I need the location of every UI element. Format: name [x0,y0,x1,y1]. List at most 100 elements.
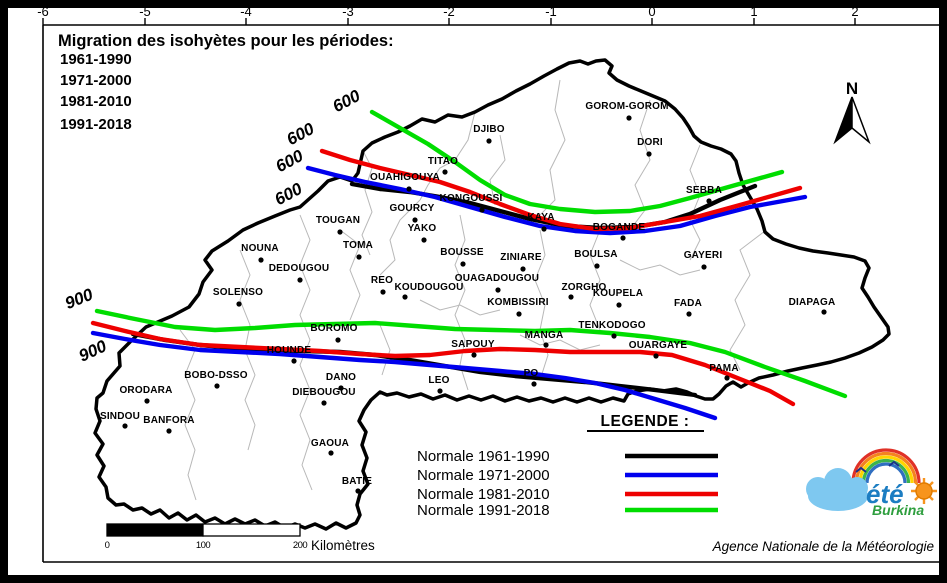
city-label: KAYA [527,212,554,223]
city: BOROMO [310,323,357,343]
city-dot [486,138,492,144]
city-label: TENKODOGO [578,320,645,331]
city-dot [258,257,264,263]
city: NOUNA [241,243,279,263]
city-dot [821,309,827,315]
bird-icon [855,466,867,473]
city: REO [371,275,393,295]
city-dot [321,400,327,406]
isohyet-600-1981-2010 [319,148,803,232]
city: DIEBOUGOU [292,387,356,406]
city-dot [236,301,242,307]
inner-frame [42,24,940,563]
city-dot [520,266,526,272]
city: SOLENSO [213,287,263,307]
city: TENKODOGO [578,320,645,339]
legend-entries: Normale 1961-1990 Normale 1971-2000 Normal… [417,448,718,519]
city-dot [620,235,626,241]
city: BOGANDE [593,222,646,241]
city: BANFORA [143,415,195,434]
city: TITAO [428,156,458,175]
city: TOMA [343,240,373,260]
province-boundary [379,199,421,276]
city: ZORGHO [561,282,606,300]
scale-bar-segment-black [106,523,204,537]
city-dot [380,289,386,295]
city: DANO [326,372,356,391]
province-boundary [689,144,701,261]
city: KOUPELA [593,288,643,308]
province-boundary [729,230,766,371]
city-label: BOBO-DSSO [184,370,247,381]
isohyet-900-1981-2010 [90,320,796,407]
bird-icon [888,460,900,467]
province-boundary [339,229,361,321]
city-dot [437,388,443,394]
province-boundary [179,329,197,501]
city-label: GOURCY [389,203,434,214]
city-dot [724,375,730,381]
city-label: KOMBISSIRI [487,297,548,308]
axis-tick-label: -6 [37,4,49,19]
city: BATIE [342,476,372,494]
city: BOUSSE [440,247,484,267]
isohyet-value-label: 900 [76,336,110,365]
city: GAOUA [311,438,349,456]
city-label: BATIE [342,476,372,487]
city-label: NOUNA [241,243,279,254]
city-label: OUARGAYE [629,340,688,351]
scale-bar: 0 100 200 Kilomètres [105,523,375,553]
city-label: BOGANDE [593,222,646,233]
axis-tick-label: -1 [545,4,557,19]
city: OUAGADOUGOU [455,273,539,293]
city-label: MANGA [525,330,564,341]
city-label: DANO [326,372,356,383]
axis-tick-label: 0 [648,4,655,19]
axis-tick-label: -4 [240,4,252,19]
city-dot [686,311,692,317]
city-label: DIEBOUGOU [292,387,355,398]
city-layer: GOROM-GOROM DJIBO DORI TITAO OUAHIGOUYA SEBBA… [100,101,835,494]
legend-entry-label: Normale 1981-2010 [417,486,550,503]
city-label: TOMA [343,240,373,251]
city-dot [611,333,617,339]
legend-entry-label: Normale 1971-2000 [417,467,550,484]
city-dot [337,229,343,235]
province-boundary [539,79,566,216]
city: OUAHIGOUYA [370,172,440,192]
city: KAYA [527,212,554,232]
isohyet-layer [90,109,848,421]
legend: LEGENDE : Normale 1961-1990 Normale 1971-… [417,413,718,519]
scale-tick-100: 100 [196,540,211,551]
city-dot [335,337,341,343]
north-arrow-label: N [846,79,858,98]
city-dot [479,207,485,213]
city-dot [531,381,537,387]
city-label: HOUNDE [267,345,312,356]
city: FADA [674,298,702,317]
city-label: GAOUA [311,438,349,449]
city-dot [471,352,477,358]
scale-tick-0: 0 [105,540,110,551]
axis-tick-label: -3 [342,4,354,19]
city-dot [144,398,150,404]
city-label: SINDOU [100,411,140,422]
isohyet-value-label: 600 [272,146,306,176]
scale-bar-segment-white [202,523,301,537]
province-boundary [534,229,549,381]
city: MANGA [525,330,564,348]
sun-icon [911,478,937,504]
city: DORI [637,137,663,157]
city-dot [516,311,522,317]
logo-burkina-text: Burkina [872,502,924,518]
city-label: DIAPAGA [789,297,836,308]
province-boundary [299,339,313,491]
city-label: KOUPELA [593,288,643,299]
city-label: LEO [428,375,449,386]
city: BOULSA [574,249,618,269]
city: GOROM-GOROM [585,101,668,121]
city-dot [568,294,574,300]
city: DIAPAGA [789,297,836,315]
